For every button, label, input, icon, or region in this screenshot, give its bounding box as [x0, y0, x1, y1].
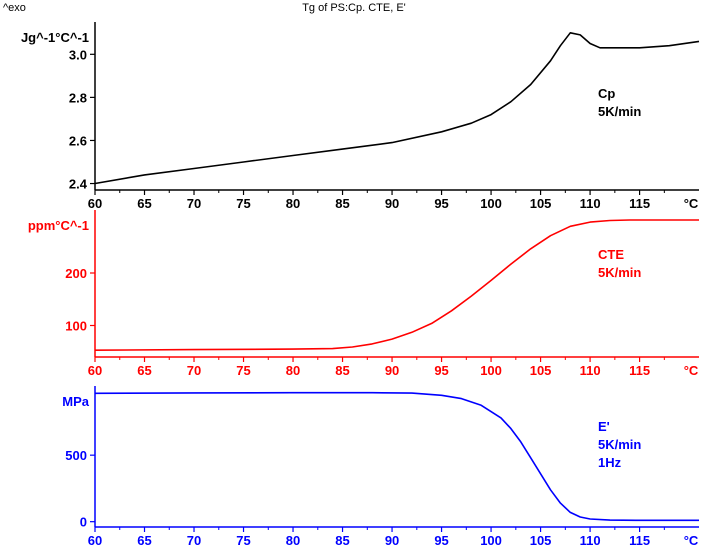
cte-annotation-rate: 5K/min [598, 265, 641, 280]
cp-y-tick-label: 2.4 [69, 177, 88, 192]
cte-annotation-name: CTE [598, 247, 624, 262]
cte-curve [94, 219, 699, 351]
cp-x-tick-label: 85 [335, 196, 349, 211]
cte-panel: 100 200 60 65 70 75 80 85 90 95 100 105 110 115 ppm°… [28, 210, 699, 378]
cp-annotation-rate: 5K/min [598, 104, 641, 119]
cp-y-tick-label: 2.6 [69, 133, 87, 148]
modulus-annotation-rate: 5K/min [598, 437, 641, 452]
cte-y-tick-label: 200 [65, 266, 87, 281]
cp-x-tick-label: 75 [236, 196, 250, 211]
cp-x-tick-label: 100 [480, 196, 502, 211]
cte-x-tick-label: 65 [137, 363, 151, 378]
modulus-x-tick-label: 90 [385, 533, 399, 548]
modulus-x-tick-label: 65 [137, 533, 151, 548]
cp-x-tick-label: 70 [187, 196, 201, 211]
modulus-annotation-frequency: 1Hz [598, 455, 622, 470]
cp-x-tick-label: 65 [137, 196, 151, 211]
figure-title: Tg of PS:Cp. CTE, E' [302, 2, 406, 14]
modulus-y-tick-label: 0 [80, 515, 87, 530]
cp-x-tick-label: 80 [286, 196, 300, 211]
cte-y-unit: ppm°C^-1 [28, 218, 89, 233]
modulus-x-tick-label: 95 [434, 533, 448, 548]
modulus-x-tick-label: 80 [286, 533, 300, 548]
modulus-x-tick-label: 60 [88, 533, 102, 548]
cte-x-tick-label: 90 [385, 363, 399, 378]
modulus-curve [94, 391, 699, 522]
cte-x-tick-label: 85 [335, 363, 349, 378]
modulus-y-unit: MPa [62, 394, 90, 409]
cte-x-tick-label: 80 [286, 363, 300, 378]
modulus-panel: 0 500 60 65 70 75 80 85 90 95 100 105 110 115 MPa °C… [62, 386, 699, 548]
cte-x-tick-label: 110 [580, 363, 601, 378]
modulus-x-tick-label: 115 [629, 533, 650, 548]
cte-x-tick-label: 70 [187, 363, 201, 378]
modulus-x-tick-label: 85 [335, 533, 349, 548]
cp-x-tick-label: 90 [385, 196, 399, 211]
cte-x-unit: °C [684, 363, 699, 378]
exo-marker: ^exo [3, 2, 26, 14]
modulus-x-unit: °C [684, 533, 699, 548]
cp-curve [94, 31, 700, 185]
cte-x-tick-label: 115 [629, 363, 650, 378]
modulus-x-tick-label: 75 [236, 533, 250, 548]
modulus-y-tick-label: 500 [65, 448, 87, 463]
modulus-x-tick-label: 105 [530, 533, 552, 548]
cp-y-unit: Jg^-1°C^-1 [21, 30, 89, 45]
cp-annotation-name: Cp [598, 86, 615, 101]
cp-y-tick-label: 3.0 [69, 47, 87, 62]
cte-x-tick-label: 75 [236, 363, 250, 378]
cte-y-tick-label: 100 [65, 319, 87, 334]
cp-x-tick-label: 115 [629, 196, 650, 211]
cp-panel: 2.4 2.6 2.8 3.0 60 65 70 75 80 85 90 95 100 105 110 11… [21, 22, 700, 211]
cp-y-tick-label: 2.8 [69, 90, 87, 105]
cp-x-tick-label: 105 [530, 196, 552, 211]
cte-x-tick-label: 95 [434, 363, 448, 378]
modulus-x-tick-label: 110 [580, 533, 601, 548]
cp-x-unit: °C [684, 196, 699, 211]
cte-x-tick-label: 100 [480, 363, 502, 378]
cp-x-tick-label: 110 [580, 196, 601, 211]
modulus-annotation-name: E' [598, 419, 610, 434]
cp-x-tick-label: 95 [434, 196, 448, 211]
modulus-x-tick-label: 70 [187, 533, 201, 548]
cte-x-tick-label: 60 [88, 363, 102, 378]
cp-x-tick-label: 60 [88, 196, 102, 211]
modulus-x-tick-label: 100 [480, 533, 502, 548]
cte-x-tick-label: 105 [530, 363, 552, 378]
